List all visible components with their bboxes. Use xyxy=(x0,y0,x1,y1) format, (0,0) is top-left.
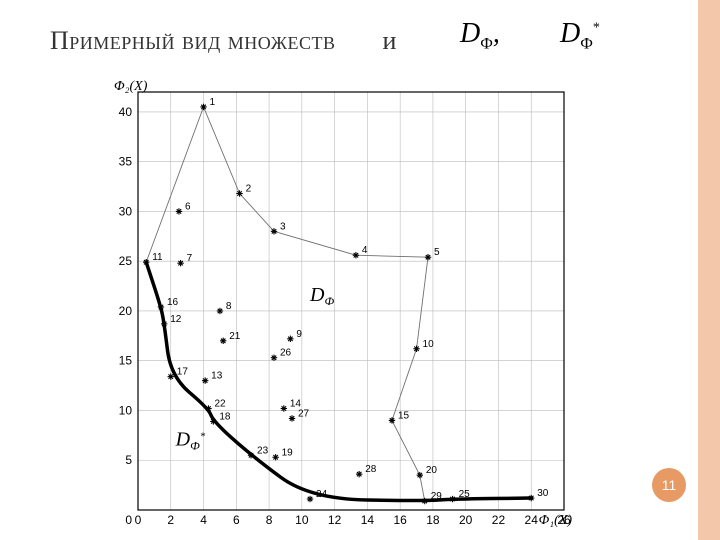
svg-text:2: 2 xyxy=(167,513,174,527)
svg-text:17: 17 xyxy=(177,367,189,378)
title-text: Примерный вид множеств xyxy=(50,26,335,55)
svg-text:10: 10 xyxy=(295,513,309,527)
svg-text:30: 30 xyxy=(537,488,549,499)
svg-text:25: 25 xyxy=(459,489,471,500)
svg-text:22: 22 xyxy=(492,513,506,527)
svg-text:28: 28 xyxy=(365,464,377,475)
slide-title: Примерный вид множеств и xyxy=(50,26,437,56)
svg-text:Φ₁(X): Φ₁(X) xyxy=(539,513,573,528)
svg-text:14: 14 xyxy=(361,513,375,527)
svg-text:3: 3 xyxy=(280,221,286,232)
title-conj: и xyxy=(382,26,396,55)
svg-text:30: 30 xyxy=(119,204,133,218)
svg-text:19: 19 xyxy=(282,447,294,458)
svg-text:4: 4 xyxy=(200,513,207,527)
svg-text:24: 24 xyxy=(525,513,539,527)
svg-text:9: 9 xyxy=(296,329,302,340)
svg-text:29: 29 xyxy=(431,491,443,502)
svg-text:5: 5 xyxy=(125,453,132,467)
svg-text:23: 23 xyxy=(257,445,269,456)
svg-text:7: 7 xyxy=(187,253,193,264)
svg-text:8: 8 xyxy=(266,513,273,527)
svg-text:10: 10 xyxy=(119,403,133,417)
svg-text:40: 40 xyxy=(119,105,133,119)
svg-text:1: 1 xyxy=(210,97,216,108)
svg-text:20: 20 xyxy=(459,513,473,527)
svg-text:12: 12 xyxy=(170,314,182,325)
svg-text:26: 26 xyxy=(280,348,292,359)
svg-text:0: 0 xyxy=(125,513,132,527)
svg-text:2: 2 xyxy=(246,184,252,195)
pareto-chart: 024681012141618202224265101520253035400Φ… xyxy=(96,78,576,538)
svg-text:22: 22 xyxy=(214,398,226,409)
svg-text:20: 20 xyxy=(426,465,438,476)
svg-text:16: 16 xyxy=(167,297,179,308)
svg-text:12: 12 xyxy=(328,513,342,527)
svg-text:0: 0 xyxy=(135,513,142,527)
svg-text:20: 20 xyxy=(119,304,133,318)
svg-text:5: 5 xyxy=(434,247,440,258)
page-number-badge: 11 xyxy=(652,468,686,502)
svg-text:4: 4 xyxy=(362,245,368,256)
formula-d-phi: DФ, xyxy=(460,18,500,54)
svg-text:21: 21 xyxy=(229,331,241,342)
svg-text:6: 6 xyxy=(233,513,240,527)
svg-text:27: 27 xyxy=(298,408,310,419)
svg-text:18: 18 xyxy=(219,411,231,422)
svg-text:11: 11 xyxy=(152,252,163,263)
svg-text:15: 15 xyxy=(119,354,133,368)
svg-text:24: 24 xyxy=(316,489,328,500)
formula-d-phi-star: DФ* xyxy=(560,18,600,54)
accent-bar xyxy=(698,0,720,540)
svg-text:35: 35 xyxy=(119,155,133,169)
svg-text:16: 16 xyxy=(393,513,407,527)
page-number: 11 xyxy=(662,477,677,493)
svg-text:15: 15 xyxy=(398,410,410,421)
svg-text:6: 6 xyxy=(185,201,191,212)
svg-text:Φ₂(X): Φ₂(X) xyxy=(114,79,148,94)
svg-text:18: 18 xyxy=(426,513,440,527)
svg-text:10: 10 xyxy=(423,339,435,350)
svg-text:13: 13 xyxy=(211,371,223,382)
svg-text:8: 8 xyxy=(226,301,232,312)
svg-text:25: 25 xyxy=(119,254,133,268)
